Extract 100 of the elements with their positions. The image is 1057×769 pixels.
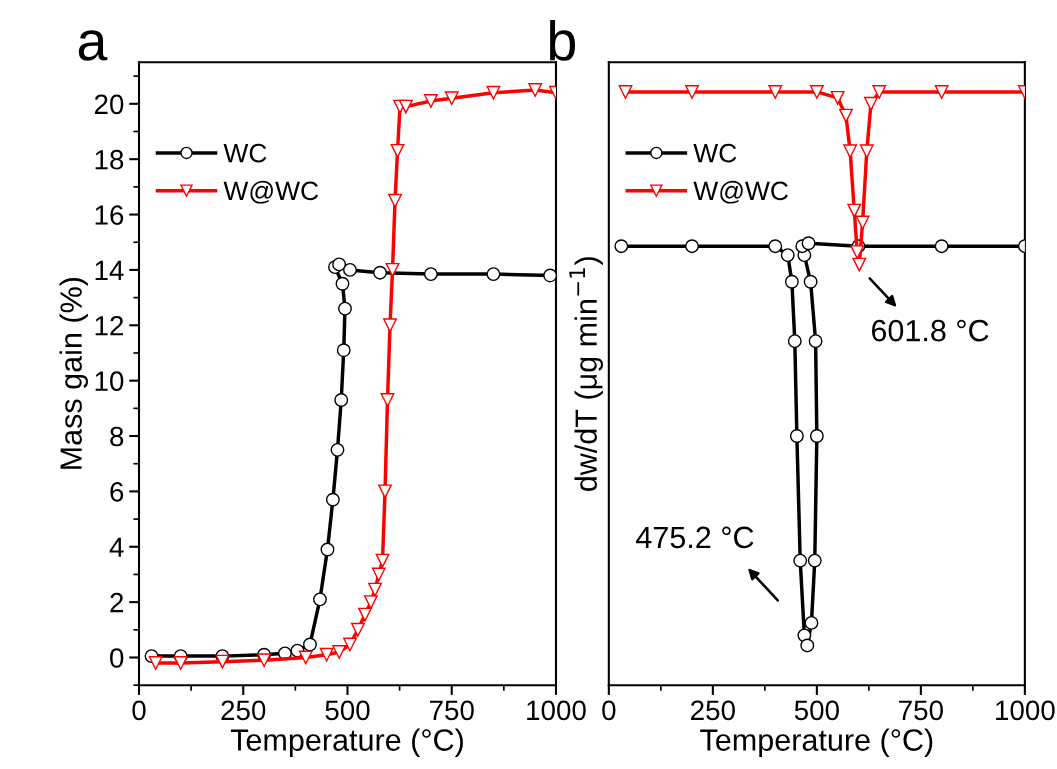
- point: [800, 638, 815, 653]
- y-tick-label: 0: [110, 648, 124, 668]
- point: [804, 615, 819, 630]
- point: [334, 393, 349, 407]
- point: [847, 203, 862, 218]
- point: [934, 85, 949, 99]
- x-tick-label: 750: [899, 700, 943, 721]
- point: [486, 267, 501, 282]
- point: [768, 85, 783, 99]
- y-tick-label: 14: [95, 260, 124, 280]
- legend-label: WC: [223, 143, 267, 163]
- point: [803, 274, 818, 289]
- x-axis-title: Temperature (°C): [230, 728, 463, 757]
- x-tick-label: 250: [221, 700, 266, 721]
- point: [850, 245, 865, 260]
- point: [808, 334, 823, 349]
- point: [320, 542, 335, 557]
- point: [618, 85, 633, 99]
- point: [350, 622, 365, 637]
- point: [872, 85, 887, 99]
- point: [543, 268, 556, 283]
- point: [780, 248, 795, 263]
- point: [303, 637, 317, 652]
- point: [215, 654, 230, 669]
- point: [852, 257, 867, 272]
- point: [444, 91, 459, 106]
- point: [358, 607, 372, 622]
- point: [685, 239, 699, 254]
- x-tick-label: 500: [325, 700, 370, 721]
- point: [330, 442, 345, 457]
- point: [385, 262, 400, 277]
- point: [789, 429, 804, 443]
- point: [801, 236, 816, 251]
- y-tick-label: 18: [95, 149, 124, 170]
- y-tick-label: 8: [110, 426, 124, 447]
- point: [863, 96, 878, 111]
- point: [839, 108, 853, 123]
- point: [383, 318, 397, 333]
- y-axis-title: dw/dT (μg min$^{−1}$): [569, 257, 603, 492]
- x-tick-label: 0: [602, 700, 616, 721]
- point: [388, 193, 402, 208]
- x-tick-label: 1000: [527, 700, 586, 721]
- point: [934, 239, 949, 254]
- chart-title: a: [78, 30, 108, 61]
- y-tick-label: 10: [95, 371, 124, 391]
- point: [855, 215, 870, 230]
- point: [332, 257, 347, 272]
- point: [319, 647, 334, 662]
- point: [368, 582, 382, 597]
- point: [768, 239, 783, 254]
- point: [371, 567, 386, 582]
- point: [423, 94, 438, 108]
- legend-label: WC: [693, 143, 737, 163]
- x-axis-title: Temperature (°C): [700, 728, 933, 757]
- point: [390, 143, 405, 158]
- annotation: 601.8 °C: [871, 319, 989, 342]
- point: [685, 85, 699, 99]
- chart-title: b: [550, 19, 575, 61]
- point: [793, 553, 808, 568]
- point: [830, 90, 845, 105]
- x-tick-label: 250: [691, 700, 735, 721]
- point: [298, 650, 313, 665]
- y-tick-label: 4: [109, 537, 124, 557]
- annotation: 475.2 °C: [636, 526, 754, 549]
- point: [338, 301, 352, 316]
- point: [380, 393, 395, 407]
- point: [336, 343, 351, 358]
- point: [843, 144, 858, 159]
- point: [325, 492, 340, 507]
- x-tick-label: 500: [794, 700, 839, 721]
- point: [313, 592, 327, 607]
- point: [809, 429, 824, 443]
- y-tick-label: 12: [95, 315, 124, 336]
- point: [363, 595, 378, 610]
- x-tick-label: 750: [429, 700, 474, 721]
- y-tick-label: 6: [110, 482, 124, 502]
- point: [528, 83, 543, 97]
- point: [343, 637, 357, 652]
- x-tick-label: 1000: [996, 700, 1055, 721]
- point: [614, 239, 629, 254]
- legend-label: W@WC: [223, 180, 319, 204]
- point: [332, 645, 347, 659]
- point: [784, 274, 799, 289]
- point: [859, 144, 874, 159]
- point: [335, 276, 350, 291]
- point: [398, 99, 413, 114]
- point: [486, 85, 501, 100]
- point: [809, 85, 824, 99]
- point: [257, 653, 272, 668]
- point: [343, 262, 357, 277]
- point: [423, 267, 438, 282]
- point: [375, 553, 390, 568]
- point: [378, 484, 392, 499]
- y-tick-label: 16: [95, 205, 124, 225]
- y-tick-label: 20: [94, 94, 124, 115]
- y-axis-title: Mass gain (%): [59, 277, 88, 469]
- point: [807, 553, 822, 568]
- point: [148, 656, 163, 670]
- point: [373, 265, 387, 280]
- y-tick-label: 2: [110, 592, 124, 613]
